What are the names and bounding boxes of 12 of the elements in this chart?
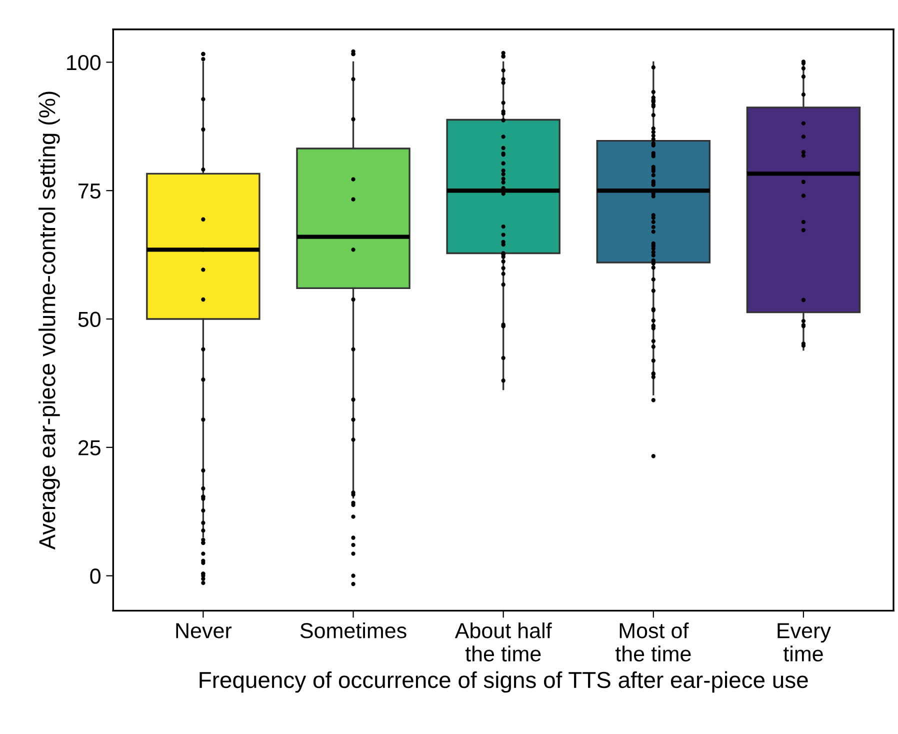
x-tick-label: Most of the time (615, 622, 691, 662)
y-tick-label: 25 (78, 440, 100, 456)
x-tick-label: About half the time (454, 622, 552, 662)
x-tick-label: Every time (778, 623, 831, 662)
y-tick-label: 75 (78, 184, 100, 199)
y-tick-label: 100 (67, 54, 101, 70)
x-tick-label: Never (176, 623, 232, 638)
x-tick-label: Sometimes (300, 622, 406, 638)
y-tick-label: 50 (78, 312, 101, 328)
y-axis-title: Average ear-piece volume-control setting (%) (38, 92, 60, 550)
y-tick-label: 0 (90, 568, 100, 584)
x-axis-title: Frequency of occurrence of signs of TTS after ear-piece use (200, 671, 808, 693)
